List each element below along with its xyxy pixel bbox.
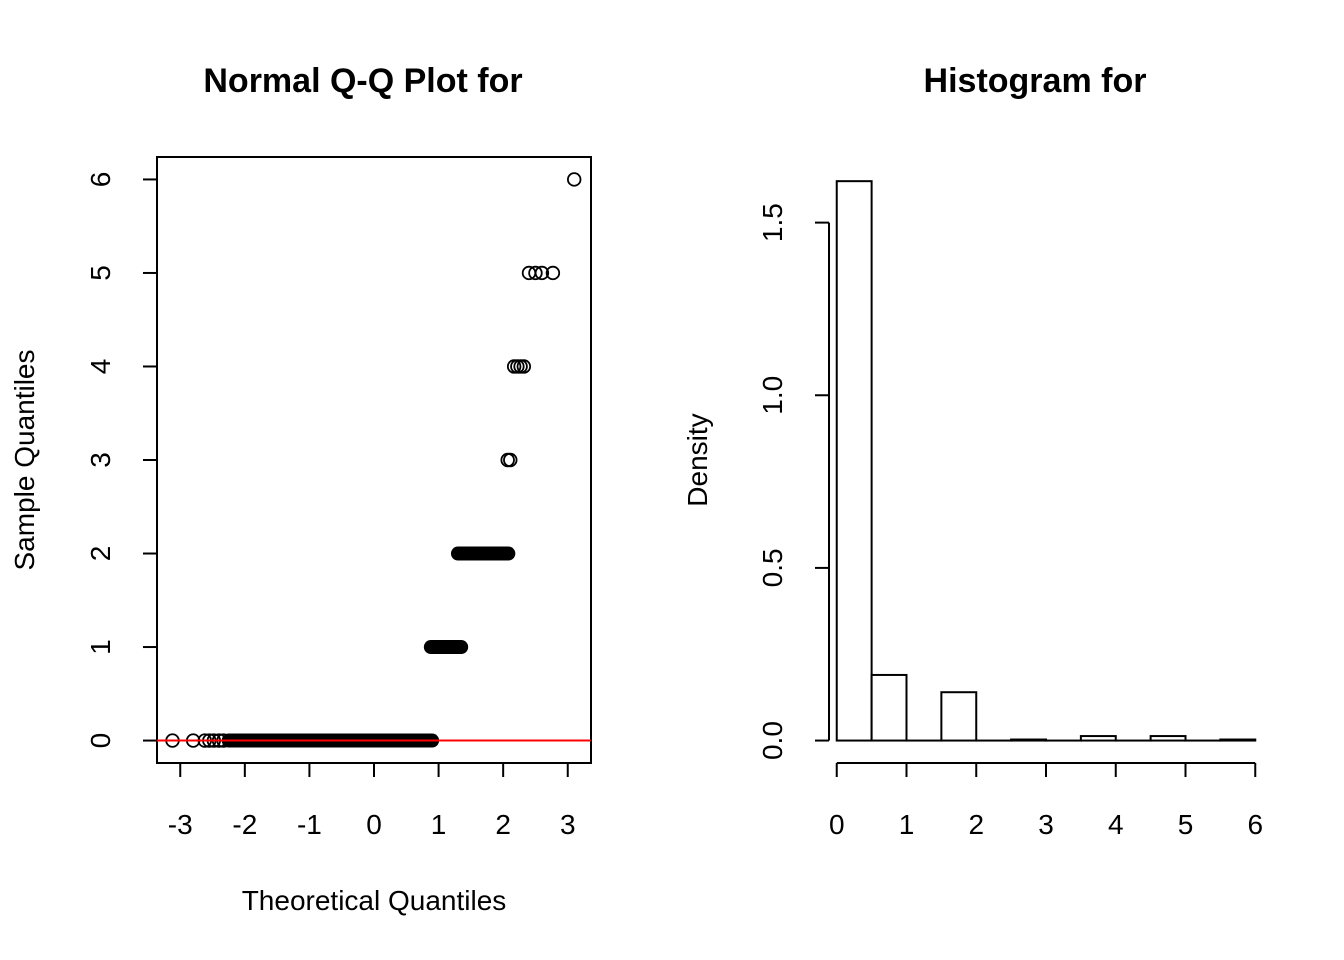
histogram-x-tick-label: 2 (968, 809, 984, 840)
histogram-y-axis-label: Density (682, 413, 713, 506)
qq-point (528, 265, 543, 281)
qq-x-tick-label: 2 (495, 809, 511, 840)
qq-x-tick-label: 3 (560, 809, 576, 840)
histogram-x-axis: 0 1 2 3 4 5 6 (829, 762, 1263, 840)
qq-y-axis-label: Sample Quantiles (9, 349, 40, 570)
qq-point (545, 265, 561, 281)
histogram-bar (835, 180, 873, 742)
qq-x-axis: -3 -2 -1 0 1 2 3 (168, 762, 576, 840)
histogram-title: Histogram for (924, 62, 1147, 100)
qq-y-tick-label: 2 (85, 546, 116, 562)
histogram-y-tick-label: 1.5 (757, 203, 788, 242)
qq-x-tick-label: -3 (168, 809, 193, 840)
qq-x-tick-label: 1 (431, 809, 447, 840)
qq-plot-panel: Normal Q-Q Plot for Theoretical Quantile… (9, 62, 592, 916)
qq-y-tick-label: 1 (85, 639, 116, 655)
histogram-x-tick-label: 1 (899, 809, 915, 840)
histogram-x-tick-label: 6 (1247, 809, 1263, 840)
histogram-panel: Histogram for Density 0 1 2 3 4 5 6 0.0 0.5 1.0 1… (682, 62, 1263, 840)
histogram-bars (835, 180, 1257, 742)
histogram-x-tick-label: 5 (1178, 809, 1194, 840)
qq-y-tick-label: 3 (85, 452, 116, 468)
histogram-bar (1219, 738, 1257, 742)
qq-plot-marks (157, 172, 591, 748)
qq-plot-title: Normal Q-Q Plot for (203, 62, 522, 100)
histogram-x-tick-label: 0 (829, 809, 845, 840)
histogram-y-tick-label: 1.0 (757, 376, 788, 415)
histogram-bar (1079, 735, 1117, 742)
histogram-bar (1149, 735, 1187, 742)
qq-point (567, 172, 582, 187)
qq-x-tick-label: 0 (366, 809, 382, 840)
qq-y-tick-label: 5 (85, 265, 116, 281)
histogram-bar (870, 673, 908, 742)
histogram-x-tick-label: 4 (1108, 809, 1124, 840)
qq-x-tick-label: -1 (297, 809, 322, 840)
qq-x-axis-label: Theoretical Quantiles (242, 885, 507, 916)
qq-y-tick-label: 4 (85, 359, 116, 375)
histogram-y-tick-label: 0.5 (757, 548, 788, 587)
qq-y-tick-label: 0 (85, 733, 116, 749)
qq-y-axis: 0 1 2 3 4 5 6 (85, 172, 158, 749)
histogram-y-tick-label: 0.0 (757, 721, 788, 760)
qq-y-tick-label: 6 (85, 172, 116, 188)
histogram-bar (1010, 738, 1048, 742)
qq-point (534, 265, 550, 281)
histogram-bar (940, 691, 978, 742)
qq-point (503, 452, 518, 468)
qq-x-tick-label: -2 (232, 809, 257, 840)
qq-point (516, 359, 532, 374)
histogram-x-tick-label: 3 (1038, 809, 1054, 840)
histogram-y-axis: 0.0 0.5 1.0 1.5 (757, 203, 830, 760)
